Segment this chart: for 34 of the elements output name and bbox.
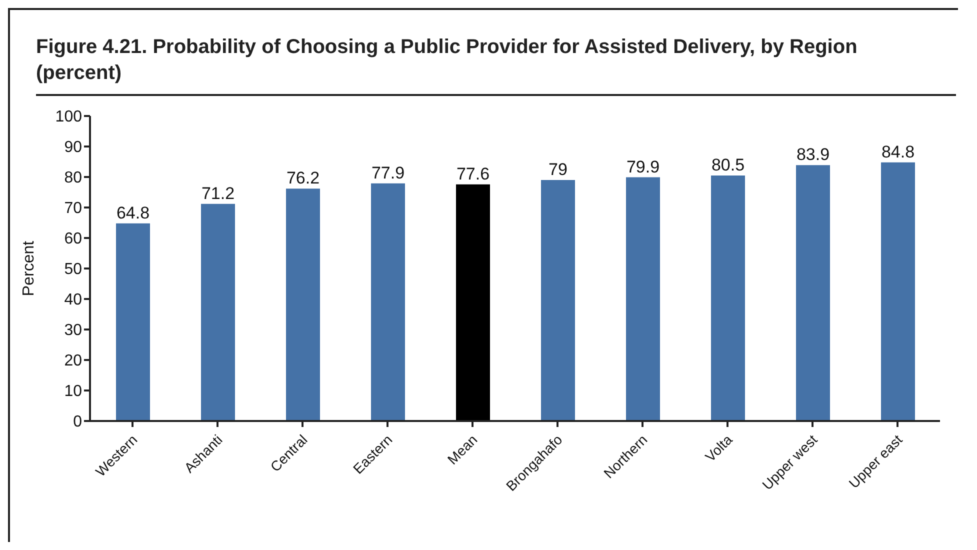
- bar: [456, 184, 490, 421]
- y-tick-label: 40: [64, 292, 82, 309]
- y-tick-label: 60: [64, 230, 82, 248]
- data-label: 84.8: [881, 142, 915, 162]
- data-label: 71.2: [201, 184, 235, 203]
- bar: [286, 188, 320, 421]
- bar: [371, 183, 405, 421]
- y-tick-label: 50: [64, 261, 82, 278]
- data-label: 83.9: [796, 145, 830, 164]
- y-tick-label: 100: [55, 108, 82, 126]
- y-tick-label: 20: [64, 352, 82, 370]
- bar: [796, 165, 830, 421]
- bar: [541, 180, 575, 421]
- y-tick-label: 30: [64, 322, 82, 340]
- bar: [116, 223, 150, 421]
- data-label: 79.9: [626, 157, 660, 176]
- data-label: 77.9: [371, 163, 405, 182]
- chart-title: Figure 4.21. Probability of Choosing a Public Provider for Assisted Delivery, by Region (percent): [36, 35, 858, 86]
- y-axis-title: Percent: [20, 240, 38, 296]
- data-label: 64.8: [116, 203, 150, 222]
- bar: [711, 175, 745, 421]
- bar: [201, 204, 235, 421]
- bar: [881, 162, 915, 421]
- y-tick-label: 10: [64, 383, 82, 400]
- y-tick-label: 70: [64, 200, 82, 218]
- y-tick-label: 90: [64, 139, 82, 156]
- data-label: 80.5: [711, 155, 745, 174]
- x-tick-label: Volta: [702, 431, 736, 465]
- data-label: 77.6: [456, 164, 490, 184]
- y-tick-label: 80: [64, 170, 82, 187]
- data-label: 76.2: [286, 168, 320, 188]
- data-label: 79: [548, 160, 568, 180]
- bar: [626, 177, 660, 421]
- y-tick-label: 0: [73, 414, 82, 431]
